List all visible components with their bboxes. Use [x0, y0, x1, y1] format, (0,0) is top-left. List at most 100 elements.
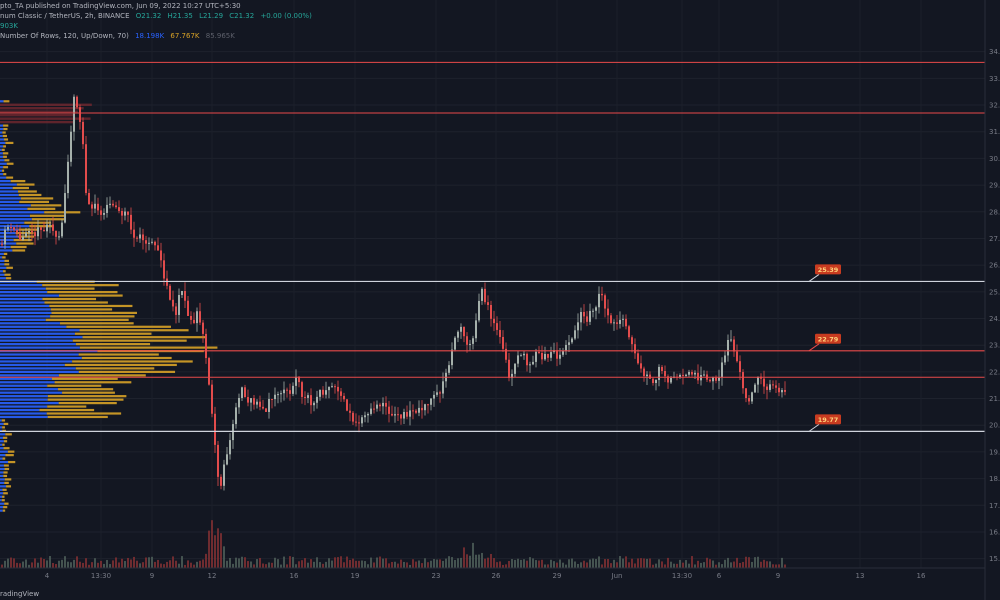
- candle-body: [679, 374, 681, 378]
- vp-indicator-line: Number Of Rows, 120, Up/Down, 70) 18.198…: [0, 32, 239, 40]
- vp-down-bar: [18, 228, 38, 231]
- candle-body: [181, 291, 183, 295]
- vp-down-bar: [6, 266, 13, 269]
- volume-bar: [424, 558, 426, 568]
- vp-down-value: 67.767K: [170, 32, 200, 40]
- volume-bar: [142, 562, 144, 568]
- vp-up-bar: [0, 238, 14, 242]
- vp-down-bar: [3, 436, 8, 439]
- vp-up-bar: [0, 218, 32, 221]
- candle-body: [109, 203, 111, 205]
- candle-body: [709, 379, 711, 382]
- vp-down-bar: [2, 169, 5, 172]
- vp-up-bar: [0, 447, 4, 450]
- candle-body: [184, 291, 186, 301]
- candle-body: [652, 378, 654, 384]
- vp-settings[interactable]: Number Of Rows, 120, Up/Down, 70): [0, 32, 129, 40]
- volume-bar: [49, 556, 51, 568]
- candle-body: [766, 386, 768, 390]
- price-tick-label: 30.0: [989, 155, 1000, 163]
- candle-body: [334, 386, 336, 388]
- vp-down-bar: [47, 395, 127, 398]
- candle-body: [115, 205, 117, 208]
- vp-down-bar: [3, 145, 6, 148]
- vp-up-bar: [0, 415, 48, 419]
- volume-bar: [208, 530, 210, 568]
- time-tick-label: 29: [553, 572, 562, 580]
- vp-total-value: 85.965K: [205, 32, 235, 40]
- volume-bar: [82, 562, 84, 568]
- volume-bar: [784, 564, 786, 568]
- vp-down-bar: [75, 343, 151, 346]
- vp-down-bar: [47, 398, 124, 401]
- volume-bar: [427, 562, 429, 568]
- candle-body: [439, 392, 441, 394]
- volume-bar: [31, 562, 33, 568]
- candle-body: [715, 377, 717, 381]
- volume-bar: [436, 559, 438, 568]
- candle-body: [505, 348, 507, 360]
- vp-down-bar: [2, 495, 5, 498]
- vp-up-bar: [0, 367, 76, 370]
- vp-up-bar: [0, 401, 59, 405]
- volume-bar: [211, 520, 213, 568]
- candle-body: [670, 377, 672, 383]
- price-tick-label: 16.0: [989, 528, 1000, 536]
- symbol-name[interactable]: num Classic / TetherUS, 2h, BINANCE: [0, 12, 130, 20]
- candle-body: [247, 397, 249, 403]
- key-level-callout-label: 25.39: [818, 266, 839, 274]
- candle-body: [424, 404, 426, 411]
- key-level-callout-pointer: [808, 274, 820, 282]
- key-level-callout-pointer: [808, 343, 820, 352]
- vp-down-bar: [3, 166, 9, 169]
- vp-down-bar: [4, 481, 9, 484]
- candle-body: [541, 352, 543, 360]
- candle-body: [745, 388, 747, 399]
- volume-bar: [22, 561, 24, 568]
- vp-down-bar: [3, 464, 9, 467]
- price-tick-label: 31.0: [989, 128, 1000, 136]
- volume-bar: [481, 552, 483, 568]
- volume-bar: [205, 553, 207, 568]
- vp-up-bar: [0, 360, 73, 363]
- vp-up-bar: [0, 481, 5, 484]
- candle-body: [145, 240, 147, 244]
- vp-down-bar: [2, 256, 6, 259]
- vp-down-bar: [6, 162, 14, 165]
- volume-bar: [229, 557, 231, 568]
- candle-body: [409, 410, 411, 417]
- vp-down-bar: [58, 401, 117, 405]
- volume-bar: [496, 562, 498, 568]
- candle-body: [379, 404, 381, 407]
- time-axis[interactable]: 4 13:30 9 12 16 19 23 26 29 Jun 13:30 6 9 13 16: [0, 567, 985, 580]
- vp-up-bar: [0, 433, 6, 436]
- vp-down-bar: [16, 242, 34, 245]
- candle-body: [268, 398, 270, 412]
- candle-body: [589, 310, 591, 322]
- vp-down-bar: [82, 336, 207, 339]
- candle-body: [202, 322, 204, 334]
- candle-body: [397, 414, 399, 416]
- price-tick-label: 23.0: [989, 342, 1000, 350]
- volume-bar: [4, 560, 6, 568]
- candle-body: [172, 299, 174, 307]
- volume-bar: [286, 564, 288, 568]
- candle-body: [124, 211, 126, 216]
- candle-body: [142, 234, 144, 241]
- candle-body: [691, 371, 693, 375]
- vp-down-bar: [1, 419, 6, 422]
- volume-bar: [136, 560, 138, 568]
- time-tick-label: 4: [45, 572, 50, 580]
- volume-bar: [139, 563, 141, 568]
- price-axis[interactable]: 34.0 33.0 32.0 31.0 30.0 29.0 28.0 27.0 26.0 25.0…: [984, 0, 1000, 600]
- candle-body: [259, 401, 261, 407]
- vp-down-bar: [3, 100, 10, 103]
- candle-body: [175, 306, 177, 315]
- vp-up-bar: [0, 162, 7, 165]
- candle-body: [751, 392, 753, 402]
- vp-down-bar: [50, 308, 113, 311]
- vp-up-bar: [0, 204, 31, 207]
- volume-bar: [499, 561, 501, 568]
